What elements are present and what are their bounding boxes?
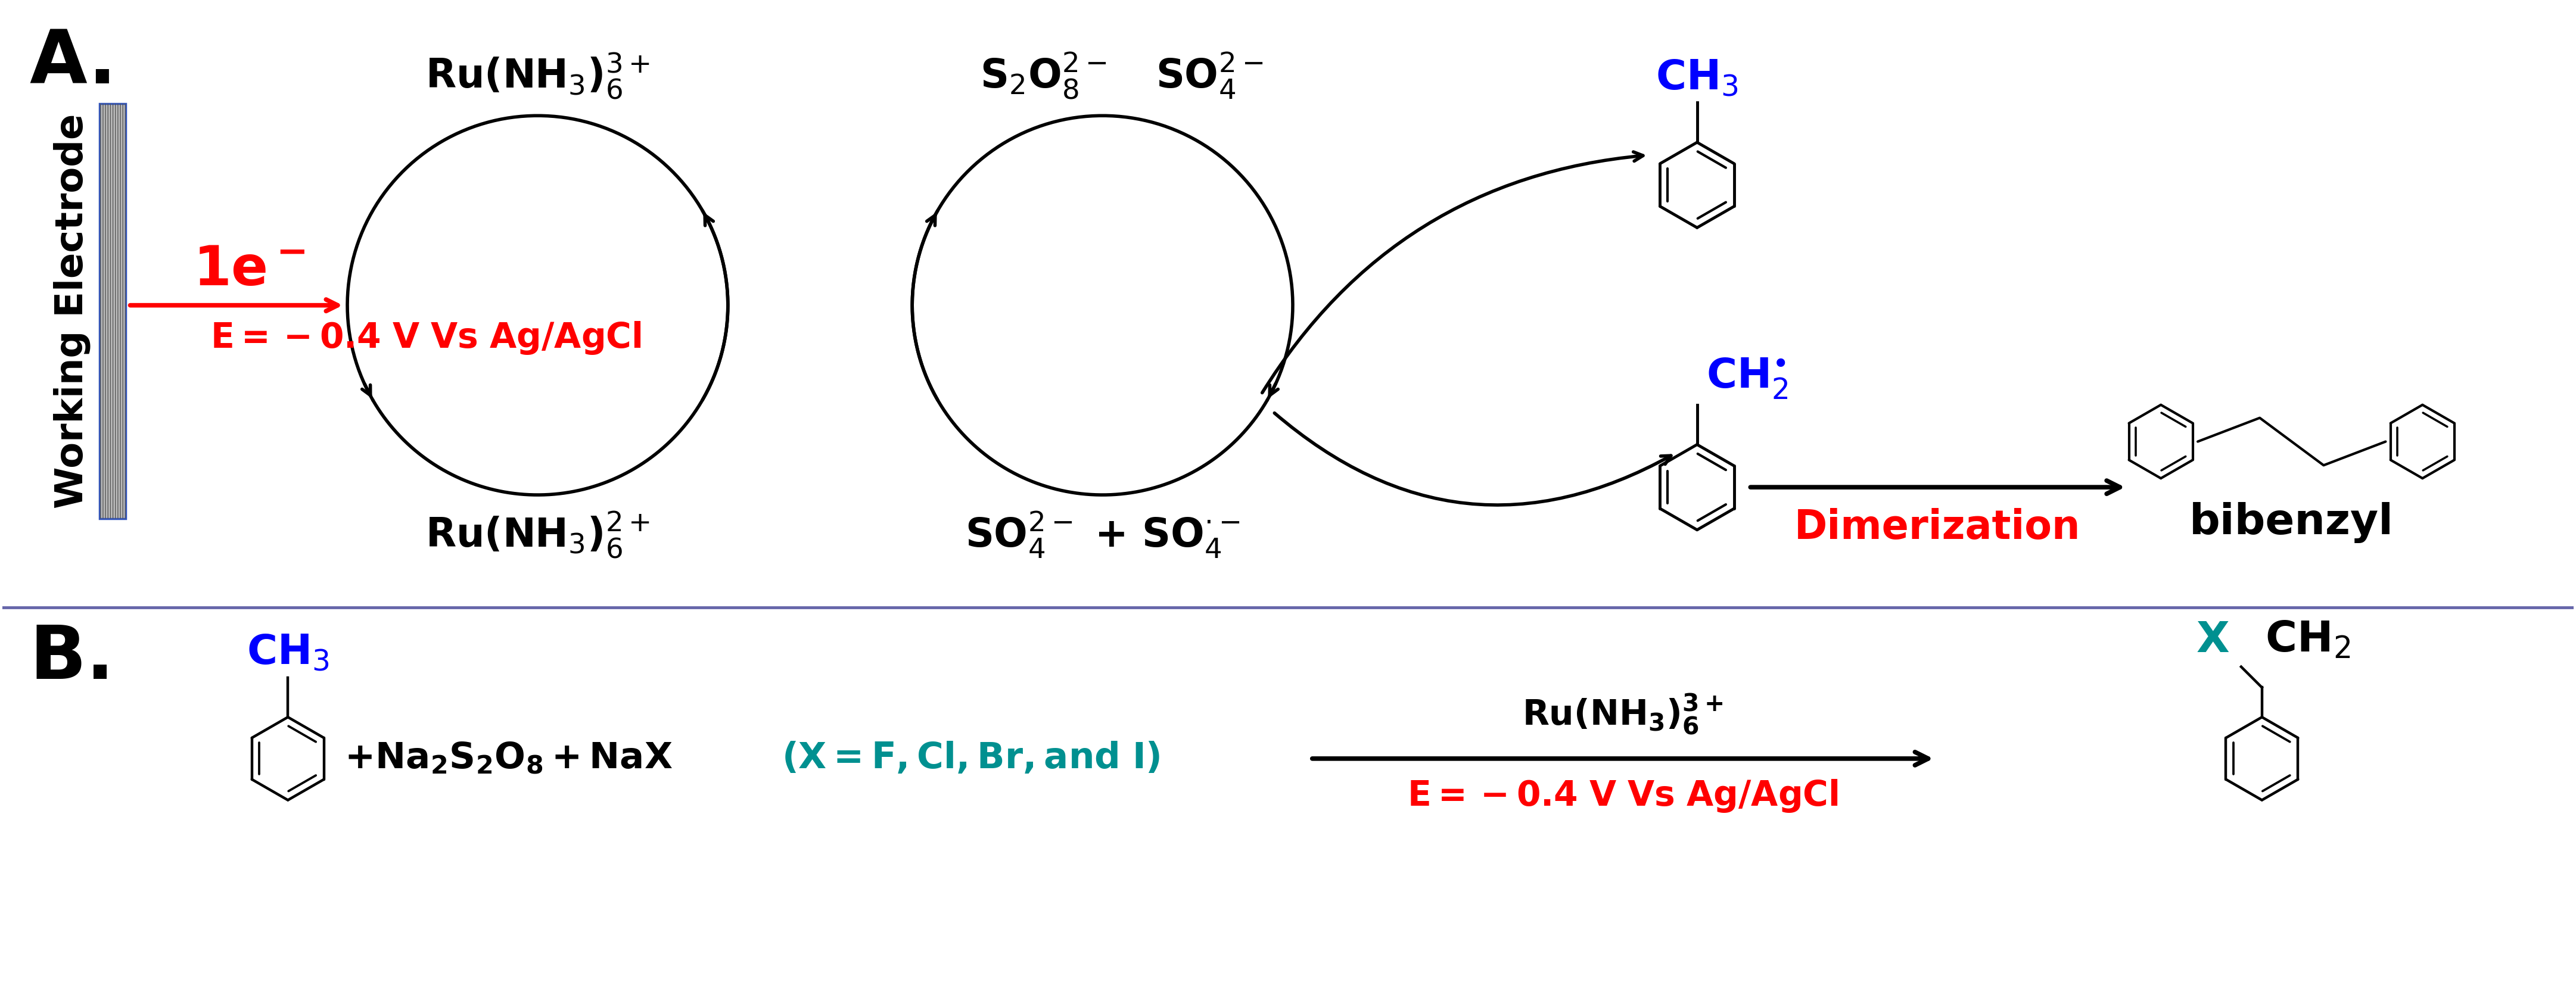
Text: Ru(NH$_3$)$_6^{2+}$: Ru(NH$_3$)$_6^{2+}$	[425, 510, 649, 560]
Text: Dimerization: Dimerization	[1795, 508, 2081, 547]
Text: CH$_2$: CH$_2$	[2264, 619, 2349, 661]
Text: $\mathbf{1e^-}$: $\mathbf{1e^-}$	[193, 243, 304, 296]
Text: X: X	[2195, 619, 2228, 661]
Text: $\mathbf{(X = F, Cl, Br, and\ I)}$: $\mathbf{(X = F, Cl, Br, and\ I)}$	[781, 741, 1159, 776]
Text: $\mathbf{E = -0.4\ V\ Vs\ Ag/AgCl}$: $\mathbf{E = -0.4\ V\ Vs\ Ag/AgCl}$	[1406, 777, 1839, 814]
Text: A.: A.	[28, 27, 116, 99]
Text: $\mathbf{Ru(NH_3)_6^{3+}}$: $\mathbf{Ru(NH_3)_6^{3+}}$	[1522, 692, 1723, 736]
Bar	[100, 104, 126, 519]
Text: S$_2$O$_8^{2-}$: S$_2$O$_8^{2-}$	[979, 50, 1105, 101]
Text: Ru(NH$_3$)$_6^{3+}$: Ru(NH$_3$)$_6^{3+}$	[425, 51, 649, 101]
Text: Working Electrode: Working Electrode	[54, 114, 90, 509]
Text: CH$_3$: CH$_3$	[1656, 58, 1739, 98]
Text: $\mathbf{E = -0.4\ V\ Vs\ Ag/AgCl}$: $\mathbf{E = -0.4\ V\ Vs\ Ag/AgCl}$	[211, 319, 641, 356]
Text: CH$_3$: CH$_3$	[247, 632, 330, 673]
Text: CH$_2^{\bullet}$: CH$_2^{\bullet}$	[1705, 356, 1788, 400]
Text: SO$_4^{2-}$ + SO$_4^{\cdot-}$: SO$_4^{2-}$ + SO$_4^{\cdot-}$	[966, 510, 1239, 560]
Bar	[100, 104, 126, 519]
Text: $\mathbf{+ Na_2S_2O_8 + NaX}$: $\mathbf{+ Na_2S_2O_8 + NaX}$	[345, 741, 672, 776]
Text: SO$_4^{2-}$: SO$_4^{2-}$	[1157, 50, 1262, 101]
Text: B.: B.	[28, 622, 113, 695]
Text: bibenzyl: bibenzyl	[2190, 502, 2393, 543]
